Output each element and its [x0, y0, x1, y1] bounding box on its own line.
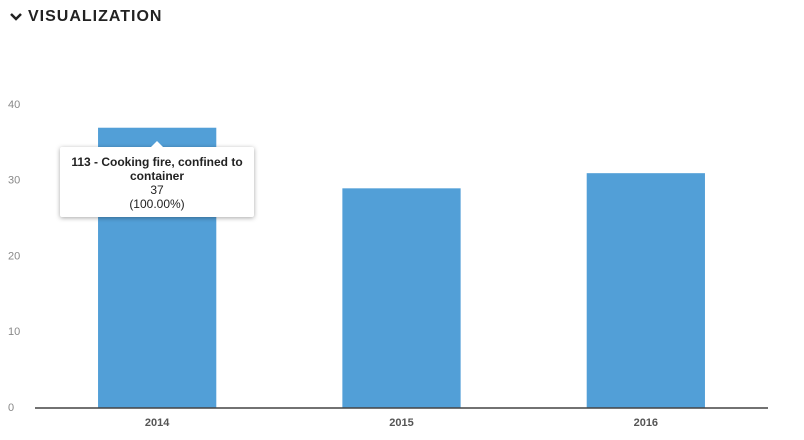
tooltip-caret — [151, 141, 163, 147]
y-tick-label: 30 — [8, 175, 20, 187]
x-tick-label: 2015 — [389, 417, 413, 429]
tooltip-percent: (100.00%) — [129, 197, 185, 211]
x-tick-label: 2014 — [145, 417, 170, 429]
chevron-icon — [10, 13, 22, 21]
bar — [342, 188, 461, 408]
tooltip-value: 37 — [150, 183, 164, 197]
header-title: VISUALIZATION — [28, 8, 163, 25]
y-tick-label: 10 — [8, 326, 20, 338]
y-tick-label: 0 — [8, 402, 14, 414]
tooltip: 113 - Cooking fire, confined to containe… — [60, 141, 254, 217]
y-tick-label: 20 — [8, 250, 20, 262]
x-tick-label: 2016 — [634, 417, 658, 429]
bar — [586, 173, 705, 408]
tooltip-title: 113 - Cooking fire, confined to containe… — [71, 155, 243, 183]
section-header[interactable]: VISUALIZATION — [10, 8, 162, 26]
y-tick-label: 40 — [8, 99, 20, 111]
